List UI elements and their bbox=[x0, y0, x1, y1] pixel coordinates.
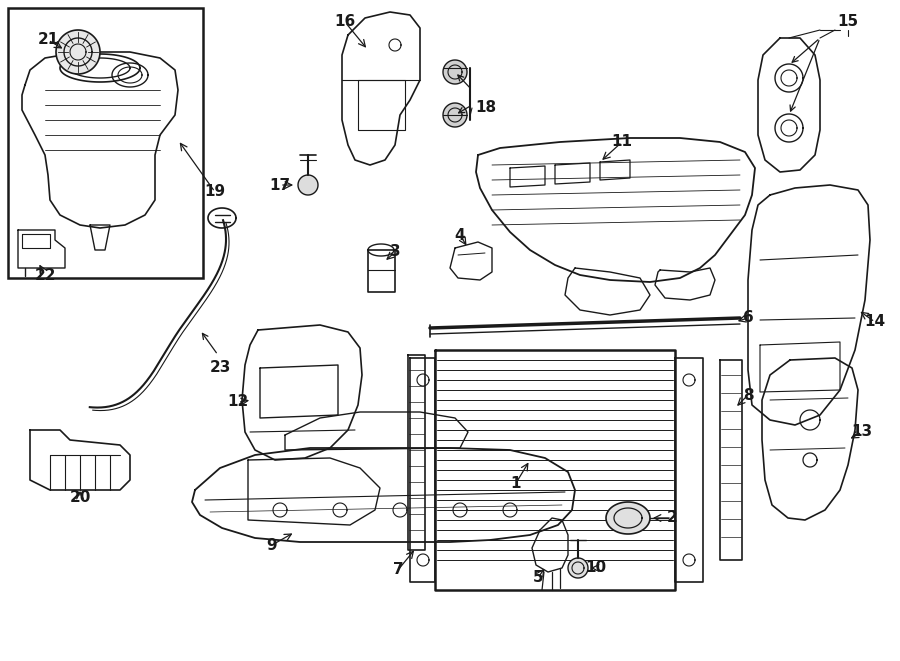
Text: 23: 23 bbox=[210, 360, 230, 375]
Polygon shape bbox=[568, 558, 588, 578]
Text: 11: 11 bbox=[611, 134, 633, 149]
Text: 13: 13 bbox=[851, 424, 873, 440]
Text: 18: 18 bbox=[475, 100, 497, 116]
Text: 15: 15 bbox=[837, 15, 859, 30]
Text: 6: 6 bbox=[742, 311, 753, 325]
Text: 17: 17 bbox=[269, 178, 291, 192]
Polygon shape bbox=[443, 103, 467, 127]
Text: 4: 4 bbox=[454, 227, 465, 243]
Text: 2: 2 bbox=[667, 510, 678, 525]
Text: 22: 22 bbox=[34, 268, 56, 282]
Text: 21: 21 bbox=[38, 32, 58, 48]
Text: 14: 14 bbox=[864, 315, 886, 329]
Text: 19: 19 bbox=[204, 184, 226, 200]
Text: 8: 8 bbox=[742, 387, 753, 403]
Text: 12: 12 bbox=[228, 395, 248, 410]
Text: 1: 1 bbox=[511, 475, 521, 490]
Text: 7: 7 bbox=[392, 563, 403, 578]
Bar bbox=[8, 8, 203, 278]
Polygon shape bbox=[56, 30, 100, 74]
Text: 3: 3 bbox=[390, 245, 400, 260]
Polygon shape bbox=[606, 502, 650, 534]
Text: 10: 10 bbox=[585, 561, 607, 576]
Text: 20: 20 bbox=[69, 490, 91, 506]
Text: 16: 16 bbox=[335, 15, 356, 30]
Text: 9: 9 bbox=[266, 537, 277, 553]
Polygon shape bbox=[443, 60, 467, 84]
Polygon shape bbox=[298, 175, 318, 195]
Text: 5: 5 bbox=[533, 570, 544, 586]
